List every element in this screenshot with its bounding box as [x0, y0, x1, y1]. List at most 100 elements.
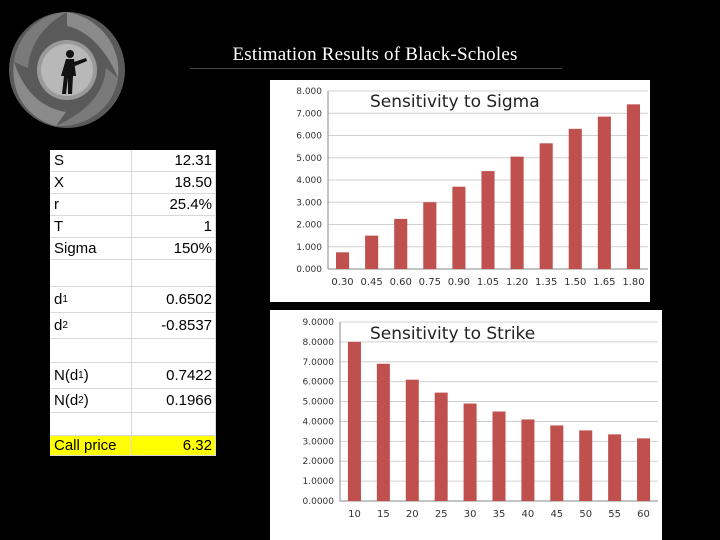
x-tick-label: 20	[406, 509, 419, 520]
y-tick-label: 1.000	[296, 243, 322, 253]
bar	[423, 202, 437, 269]
bar	[394, 218, 408, 269]
param-value: 25.4%	[132, 194, 216, 216]
param-label: r	[50, 194, 132, 216]
bar	[376, 363, 390, 501]
blank-cell	[50, 260, 132, 287]
param-label-text: d	[54, 317, 63, 334]
slide-title: Estimation Results of Black-Scholes	[232, 44, 518, 65]
x-tick-label: 0.90	[448, 277, 470, 288]
blank-cell	[132, 339, 216, 363]
y-tick-label: 5.000	[296, 154, 322, 164]
y-tick-label: 7.000	[296, 109, 322, 119]
param-label-text: r	[54, 196, 59, 213]
x-tick-label: 10	[348, 509, 361, 520]
x-tick-label: 1.35	[535, 277, 557, 288]
title-underline	[190, 68, 562, 69]
param-value: 0.6502	[132, 287, 216, 313]
param-value: 0.7422	[132, 363, 216, 389]
param-value: 18.50	[132, 172, 216, 194]
x-tick-label: 1.80	[622, 277, 644, 288]
x-tick-label: 55	[608, 509, 621, 520]
y-tick-label: 5.0000	[303, 398, 335, 408]
strike-sensitivity-chart: 0.0000 1.0000 2.0000 3.0000 4.0000 5.0000 6.00…	[270, 310, 662, 540]
x-tick-label: 0.75	[419, 277, 441, 288]
param-label-text: Sigma	[54, 240, 97, 257]
y-tick-label: 8.000	[296, 87, 322, 97]
y-tick-label: 8.0000	[303, 338, 335, 348]
blank-cell	[132, 413, 216, 436]
y-tick-label: 0.0000	[303, 497, 335, 507]
bar	[365, 235, 379, 269]
x-tick-label: 1.20	[506, 277, 528, 288]
bar	[568, 128, 582, 269]
y-tick-label: 1.0000	[303, 477, 335, 487]
chart-title: Sensitivity to Sigma	[370, 92, 540, 112]
bar	[521, 419, 535, 501]
param-label: T	[50, 216, 132, 238]
param-label-text: N(d	[54, 392, 79, 409]
y-tick-label: 9.0000	[303, 318, 335, 328]
bar	[452, 186, 466, 269]
parameter-table: S 12.31 X 18.50 r 25.4% T 1 Sigma 150% d 1 0.6502 d 2-…	[50, 150, 216, 456]
param-label-suffix: )	[83, 367, 89, 384]
param-value: 12.31	[132, 150, 216, 172]
bar	[405, 379, 419, 501]
y-tick-label: 4.0000	[303, 417, 335, 427]
y-tick-label: 6.000	[296, 132, 322, 142]
bar	[550, 425, 564, 501]
param-label-text: S	[54, 152, 65, 169]
bar	[597, 116, 611, 270]
y-tick-label: 2.0000	[303, 457, 335, 467]
param-value: 1	[132, 216, 216, 238]
bar	[608, 434, 622, 501]
bar	[539, 143, 553, 269]
x-tick-label: 45	[550, 509, 563, 520]
y-tick-label: 7.0000	[303, 358, 335, 368]
param-label: S	[50, 150, 132, 172]
x-tick-label: 0.60	[390, 277, 412, 288]
param-value: 150%	[132, 238, 216, 260]
param-label: Call price	[50, 436, 132, 456]
bar	[347, 341, 361, 501]
param-value: 6.32	[132, 436, 216, 456]
x-tick-label: 1.65	[593, 277, 615, 288]
bar	[637, 438, 651, 501]
sigma-chart-svg: 0.000 1.000 2.000 3.000 4.000 5.000 6.000 7.000…	[296, 87, 648, 288]
x-tick-label: 0.45	[361, 277, 383, 288]
x-tick-label: 0.30	[331, 277, 353, 288]
param-value: 0.1966	[132, 389, 216, 413]
param-label-text: T	[54, 218, 64, 235]
y-tick-label: 0.000	[296, 265, 322, 275]
param-value: -0.8537	[132, 313, 216, 339]
param-label-text: d	[54, 291, 63, 308]
y-tick-label: 4.000	[296, 176, 322, 186]
param-label-suffix: )	[83, 392, 89, 409]
param-label-text: N(d	[54, 367, 79, 384]
blank-cell	[50, 339, 132, 363]
x-tick-label: 35	[493, 509, 506, 520]
x-tick-label: 30	[464, 509, 477, 520]
bar	[336, 252, 350, 269]
y-tick-label: 2.000	[296, 221, 322, 231]
param-label: N(d 1)	[50, 363, 132, 389]
bar	[510, 156, 524, 269]
bar	[463, 403, 477, 501]
chart-title: Sensitivity to Strike	[370, 324, 535, 344]
blank-cell	[50, 413, 132, 436]
bar	[492, 411, 506, 501]
y-tick-label: 3.0000	[303, 437, 335, 447]
x-tick-label: 40	[522, 509, 535, 520]
x-tick-label: 15	[377, 509, 390, 520]
bar	[626, 104, 640, 269]
param-label: N(d 2)	[50, 389, 132, 413]
x-tick-label: 25	[435, 509, 448, 520]
param-label-text: X	[54, 174, 65, 191]
y-tick-label: 6.0000	[303, 378, 335, 388]
strike-chart-svg: 0.0000 1.0000 2.0000 3.0000 4.0000 5.0000 6.00…	[303, 318, 658, 520]
bar	[434, 392, 448, 501]
sigma-sensitivity-chart: 0.000 1.000 2.000 3.000 4.000 5.000 6.000 7.000…	[270, 80, 650, 302]
bar	[481, 171, 495, 269]
